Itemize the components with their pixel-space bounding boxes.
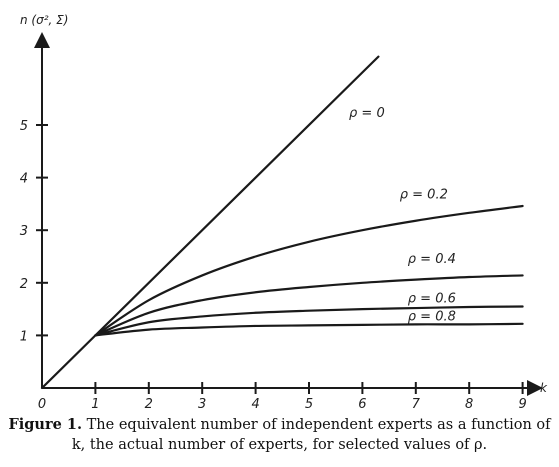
- x-tick-label: 7: [412, 397, 421, 410]
- curve-label-3: ρ = 0.6: [408, 291, 456, 306]
- series-group: [40, 55, 524, 390]
- series-line-1: [94, 204, 524, 337]
- x-tick-label: 1: [91, 397, 99, 410]
- x-tick-label: 6: [358, 397, 366, 410]
- figure-caption: Figure 1. The equivalent number of indep…: [0, 415, 559, 455]
- curve-label-2: ρ = 0.4: [408, 252, 456, 267]
- curve-label-4: ρ = 0.8: [408, 310, 456, 325]
- y-tick-label: 5: [20, 119, 28, 134]
- x-tick-label: 9: [518, 397, 526, 410]
- y-axis-label: n (σ², Σ): [20, 13, 68, 27]
- x-tick-label: 8: [465, 397, 473, 410]
- y-tick-label: 3: [20, 224, 28, 239]
- x-tick-label: 3: [198, 397, 206, 410]
- x-tick-label: 5: [305, 397, 313, 410]
- caption-text: The equivalent number of independent exp…: [71, 417, 551, 453]
- x-tick-label: 4: [251, 397, 259, 410]
- series-line-0: [40, 55, 380, 390]
- y-tick-label: 4: [20, 172, 28, 187]
- axes: [34, 32, 543, 396]
- x-axis-label: k: [540, 381, 548, 395]
- chart: 0 1 2 3 4 5 6 7 8 9 1 2 3 4 5 n (σ², Σ) k ρ = 0 ρ = 0.2 ρ …: [20, 13, 548, 410]
- ticks: 0 1 2 3 4 5 6 7 8 9 1 2 3 4 5: [20, 119, 527, 410]
- curve-label-0: ρ = 0: [349, 106, 385, 121]
- series-line-4: [94, 322, 524, 337]
- y-tick-label: 1: [20, 329, 28, 344]
- curve-label-1: ρ = 0.2: [400, 188, 448, 203]
- caption-label: Figure 1.: [8, 416, 83, 433]
- series-line-3: [94, 305, 524, 337]
- y-tick-label: 2: [20, 277, 28, 292]
- x-tick-label: 2: [145, 397, 153, 410]
- labels: n (σ², Σ) k ρ = 0 ρ = 0.2 ρ = 0.4 ρ = 0.6 ρ = …: [20, 13, 548, 395]
- x-tick-label: 0: [38, 397, 46, 410]
- series-line-2: [94, 274, 524, 337]
